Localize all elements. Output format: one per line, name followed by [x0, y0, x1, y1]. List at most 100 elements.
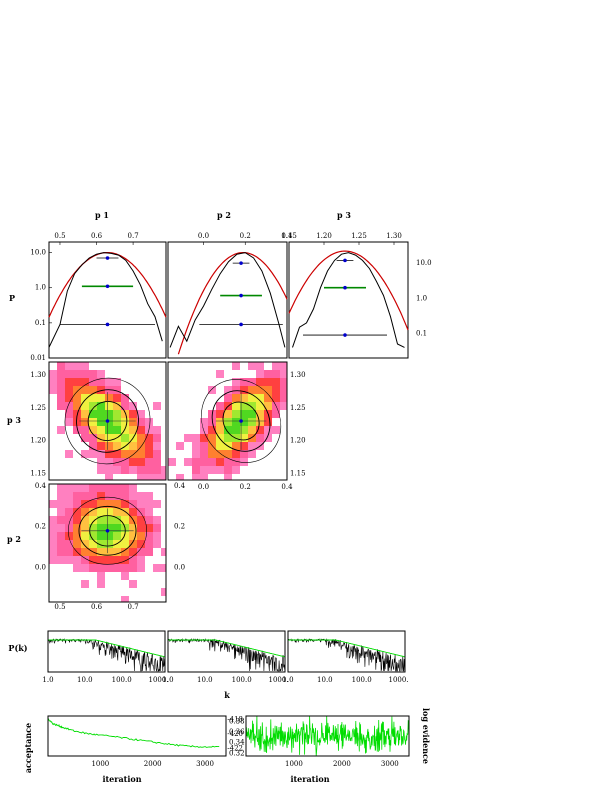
heat-cell	[232, 378, 240, 386]
heat-cell	[121, 556, 129, 564]
heat-cell	[89, 442, 97, 450]
heat-cell	[97, 450, 105, 458]
heat-cell	[216, 458, 224, 466]
heat-cell	[65, 540, 73, 548]
heat-cell	[121, 410, 129, 418]
heat-cell	[49, 532, 57, 540]
heat-cell	[264, 418, 272, 426]
heat-cell	[97, 418, 105, 426]
heat-cell	[97, 524, 105, 532]
heat-cell	[153, 402, 161, 410]
heat-cell	[97, 458, 105, 466]
heat-cell	[129, 508, 137, 516]
heat-cell	[184, 434, 192, 442]
power-spectrum-ylabel: P(k)	[8, 643, 27, 653]
heat-cell	[137, 450, 145, 458]
heat-cell	[81, 426, 89, 434]
mean-marker	[105, 419, 110, 423]
p3-marginal-panel: 1.15 1.20 1.25 1.30 10.0 1.0 0.1	[281, 232, 432, 359]
heat-cell	[89, 524, 97, 532]
heat-cell	[137, 500, 145, 508]
heat-cell	[65, 386, 73, 394]
contour-line	[222, 401, 260, 441]
x-tick-label: 0.4	[281, 483, 293, 491]
heat-cell	[97, 370, 105, 378]
heat-cell	[49, 516, 57, 524]
heat-cell	[248, 450, 256, 458]
heat-cell	[137, 540, 145, 548]
heat-cell	[248, 410, 256, 418]
heat-cell	[121, 516, 129, 524]
heat-cell	[248, 394, 256, 402]
heat-cell	[81, 492, 89, 500]
heat-cell	[256, 386, 264, 394]
y-tick-label: 1.15	[290, 469, 306, 477]
x-tick-label: 3000	[381, 760, 399, 768]
heat-cell	[89, 370, 97, 378]
heat-cell	[81, 362, 89, 370]
heat-cell	[200, 442, 208, 450]
heat-cell	[81, 402, 89, 410]
x-tick-label: 10.0	[77, 676, 93, 684]
panel-frame	[167, 241, 288, 359]
heat-cell	[248, 434, 256, 442]
heat-cell	[105, 564, 113, 572]
heat-cell	[280, 370, 287, 378]
heat-cell	[192, 474, 200, 480]
heat-cell	[192, 450, 200, 458]
mean-marker	[105, 284, 110, 289]
heat-cell	[113, 418, 121, 426]
heat-cell	[224, 426, 232, 434]
heat-cell	[97, 386, 105, 394]
heat-cell	[161, 466, 166, 474]
heat-cell	[145, 442, 153, 450]
heat-cell	[65, 524, 73, 532]
heat-cell	[129, 410, 137, 418]
heat-cell	[200, 434, 208, 442]
heat-cell	[105, 532, 113, 540]
panel-frame	[287, 630, 406, 673]
mean-marker	[239, 419, 243, 423]
contour-line	[64, 377, 151, 465]
heat-cell	[272, 370, 280, 378]
heat-cell	[137, 466, 145, 474]
heat-cell	[113, 524, 121, 532]
y-tick-label: 1.25	[290, 404, 306, 412]
row-label-p3: p 3	[7, 415, 21, 425]
heat-cell	[137, 458, 145, 466]
heat-cell	[65, 492, 73, 500]
heat-cell	[73, 508, 81, 516]
heat-cell	[97, 466, 105, 474]
mean-marker	[239, 322, 243, 327]
heat-cell	[113, 378, 121, 386]
x-tick-label: 100.0	[352, 676, 372, 684]
acceptance-ylabel: acceptance	[23, 723, 33, 773]
heat-cell	[129, 450, 137, 458]
heat-cell	[113, 466, 121, 474]
heat-cell	[81, 540, 89, 548]
heat-cell	[105, 410, 113, 418]
heat-cell	[153, 426, 161, 434]
heat-cell	[240, 426, 248, 434]
heat-cell	[113, 394, 121, 402]
heat-cell	[105, 524, 113, 532]
heat-cell	[153, 442, 161, 450]
heat-cell	[121, 564, 129, 572]
heat-cell	[57, 484, 65, 492]
heat-cell	[113, 492, 121, 500]
y-tick-label: -422	[227, 745, 243, 753]
top-tick-label: 1.25	[351, 232, 367, 240]
heat-cell	[256, 362, 264, 370]
heat-cell	[208, 466, 216, 474]
heat-cell	[137, 492, 145, 500]
heat-cell	[65, 394, 73, 402]
heat-cell	[248, 402, 256, 410]
heat-cell	[137, 548, 145, 556]
y-tick-label: 0.32	[229, 749, 245, 757]
mean-marker	[105, 528, 110, 533]
heat-cell	[272, 410, 280, 418]
heat-cell	[224, 386, 232, 394]
x-tick-label: 2000	[333, 760, 351, 768]
heat-cell	[121, 572, 129, 580]
